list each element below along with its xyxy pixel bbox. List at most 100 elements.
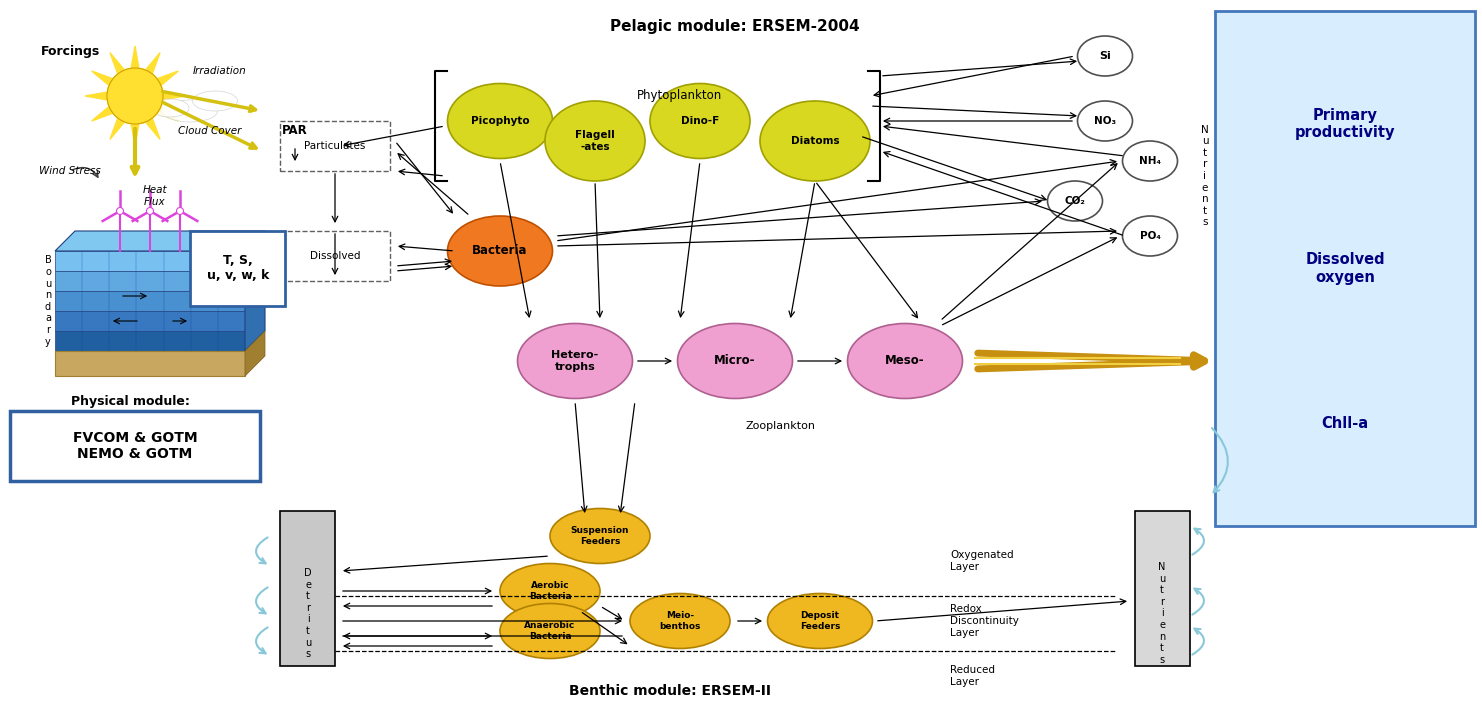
Text: Meio-
benthos: Meio- benthos (659, 611, 701, 631)
Polygon shape (145, 118, 160, 139)
Text: Zooplankton: Zooplankton (745, 421, 815, 431)
Text: NH₄: NH₄ (1140, 156, 1160, 166)
Text: Cloud Cover: Cloud Cover (178, 126, 242, 136)
Text: Primary
productivity: Primary productivity (1295, 108, 1395, 141)
Polygon shape (130, 123, 139, 146)
Ellipse shape (193, 91, 237, 111)
Text: Particulates: Particulates (304, 141, 366, 151)
Bar (280, 121, 390, 171)
Polygon shape (92, 107, 113, 121)
Ellipse shape (677, 324, 793, 399)
Polygon shape (163, 92, 185, 100)
Text: Redox
Discontinuity
Layer: Redox Discontinuity Layer (950, 605, 1020, 637)
Polygon shape (157, 71, 178, 86)
Circle shape (176, 208, 184, 214)
Text: N
u
t
r
i
e
n
t
s: N u t r i e n t s (1159, 562, 1166, 665)
Polygon shape (245, 331, 265, 376)
Text: Suspension
Feeders: Suspension Feeders (571, 526, 630, 546)
Polygon shape (110, 53, 124, 74)
Circle shape (147, 208, 154, 214)
Text: T, S,
u, v, w, k: T, S, u, v, w, k (207, 254, 270, 282)
Ellipse shape (550, 508, 651, 563)
Ellipse shape (1077, 36, 1132, 76)
Bar (280, 511, 335, 666)
Bar (280, 231, 390, 281)
Text: Picophyto: Picophyto (471, 116, 529, 126)
Ellipse shape (499, 603, 600, 658)
Bar (55, 271, 245, 291)
Bar (265, 661, 1205, 716)
Text: D
e
t
r
i
t
u
s: D e t r i t u s (304, 568, 311, 659)
Text: PAR: PAR (282, 124, 308, 137)
Ellipse shape (151, 99, 190, 117)
Polygon shape (110, 118, 124, 139)
Text: Heat
Flux: Heat Flux (142, 185, 167, 207)
Text: Chll-a: Chll-a (1322, 415, 1368, 431)
Text: N
u
t
r
i
e
n
t
s: N u t r i e n t s (1200, 125, 1209, 227)
Bar (55, 351, 245, 376)
Bar (265, 6, 1205, 506)
Bar (265, 491, 1205, 716)
Text: Bacteria: Bacteria (473, 245, 528, 258)
Text: Micro-: Micro- (714, 354, 756, 367)
Text: Forcings: Forcings (40, 44, 99, 57)
Text: Hetero-
trophs: Hetero- trophs (551, 350, 599, 372)
Polygon shape (157, 107, 178, 121)
Bar (10, 411, 259, 481)
Ellipse shape (848, 324, 962, 399)
Ellipse shape (448, 83, 553, 158)
Text: Anaerobic
Bacteria: Anaerobic Bacteria (525, 621, 575, 641)
Bar (4, 5, 265, 721)
Text: Irradiation: Irradiation (193, 66, 247, 76)
Ellipse shape (1077, 101, 1132, 141)
Text: FVCOM & GOTM
NEMO & GOTM: FVCOM & GOTM NEMO & GOTM (73, 431, 197, 461)
Text: Meso-: Meso- (885, 354, 925, 367)
Text: CO₂: CO₂ (1064, 196, 1085, 206)
Text: Dissolved: Dissolved (310, 251, 360, 261)
Text: Aerobic
Bacteria: Aerobic Bacteria (529, 582, 572, 600)
Text: Diatoms: Diatoms (791, 136, 839, 146)
Bar (55, 331, 245, 351)
Text: Dissolved
oxygen: Dissolved oxygen (1306, 253, 1384, 285)
Bar (190, 231, 285, 306)
Ellipse shape (545, 101, 645, 181)
Bar (55, 251, 245, 271)
Circle shape (107, 68, 163, 124)
Text: Phytoplankton: Phytoplankton (637, 89, 723, 102)
Bar (55, 311, 245, 331)
Bar (55, 291, 245, 311)
Polygon shape (245, 231, 265, 351)
Text: Pelagic module: ERSEM-2004: Pelagic module: ERSEM-2004 (611, 18, 860, 33)
Ellipse shape (1122, 216, 1178, 256)
Text: Oxygenated
Layer: Oxygenated Layer (950, 550, 1014, 572)
Text: Physical module:: Physical module: (71, 394, 190, 407)
Text: Dino-F: Dino-F (680, 116, 719, 126)
Ellipse shape (768, 593, 873, 648)
Text: Si: Si (1100, 51, 1112, 61)
Text: B
o
u
n
d
a
r
y: B o u n d a r y (44, 256, 52, 346)
Polygon shape (55, 231, 265, 251)
Ellipse shape (1048, 181, 1103, 221)
Ellipse shape (1122, 141, 1178, 181)
Circle shape (117, 208, 123, 214)
Ellipse shape (630, 593, 731, 648)
Ellipse shape (651, 83, 750, 158)
Ellipse shape (760, 101, 870, 181)
Bar (1215, 11, 1475, 526)
Text: Deposit
Feeders: Deposit Feeders (800, 611, 840, 631)
Ellipse shape (499, 563, 600, 619)
Ellipse shape (517, 324, 633, 399)
Polygon shape (145, 53, 160, 74)
Text: NO₃: NO₃ (1094, 116, 1116, 126)
Text: Reduced
Layer: Reduced Layer (950, 665, 994, 687)
Polygon shape (130, 46, 139, 68)
Text: Benthic module: ERSEM-II: Benthic module: ERSEM-II (569, 684, 771, 698)
Text: Flagell
-ates: Flagell -ates (575, 130, 615, 152)
Bar (1135, 511, 1190, 666)
Ellipse shape (448, 216, 553, 286)
Text: PO₄: PO₄ (1140, 231, 1160, 241)
Ellipse shape (163, 100, 218, 122)
Polygon shape (84, 92, 107, 100)
Text: Wind Stress: Wind Stress (39, 166, 101, 176)
Polygon shape (92, 71, 113, 86)
